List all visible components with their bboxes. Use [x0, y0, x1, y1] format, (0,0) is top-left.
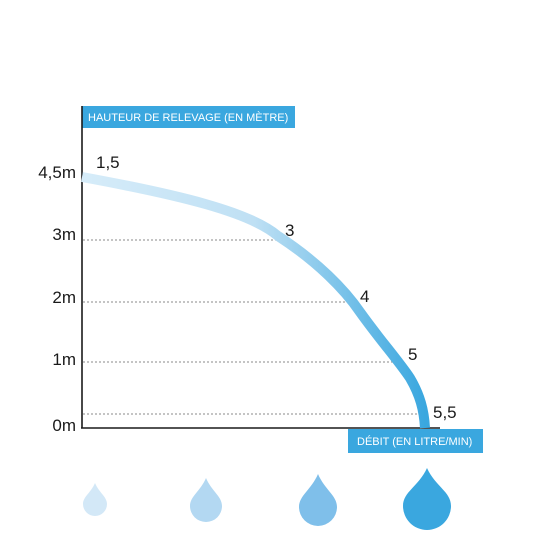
x-axis-title-bg	[348, 429, 483, 453]
y-tick-label: 2m	[52, 288, 76, 307]
drop-large-icon	[299, 474, 337, 526]
point-labels: 1,5 3 4 5 5,5	[96, 153, 457, 422]
drop-medium-icon	[190, 478, 222, 522]
y-axis-title-bg	[82, 106, 295, 128]
y-tick-label: 3m	[52, 225, 76, 244]
point-label: 1,5	[96, 153, 120, 172]
point-label: 3	[285, 221, 294, 240]
drop-small-icon	[83, 483, 107, 516]
point-label: 5,5	[433, 403, 457, 422]
y-tick-label: 0m	[52, 416, 76, 435]
y-tick-label: 4,5m	[38, 163, 76, 182]
y-axis-title: HAUTEUR DE RELEVAGE (EN MÈTRE)	[88, 111, 288, 124]
x-axis-title: DÉBIT (EN LITRE/MIN)	[357, 435, 472, 448]
drop-xlarge-icon	[403, 468, 451, 530]
y-tick-label: 1m	[52, 350, 76, 369]
y-tick-labels: 4,5m 3m 2m 1m 0m	[38, 163, 76, 435]
grid-lines	[83, 239, 424, 415]
point-label: 4	[360, 287, 369, 306]
drop-icons	[83, 468, 451, 530]
series-curve	[81, 172, 430, 429]
point-label: 5	[408, 345, 417, 364]
